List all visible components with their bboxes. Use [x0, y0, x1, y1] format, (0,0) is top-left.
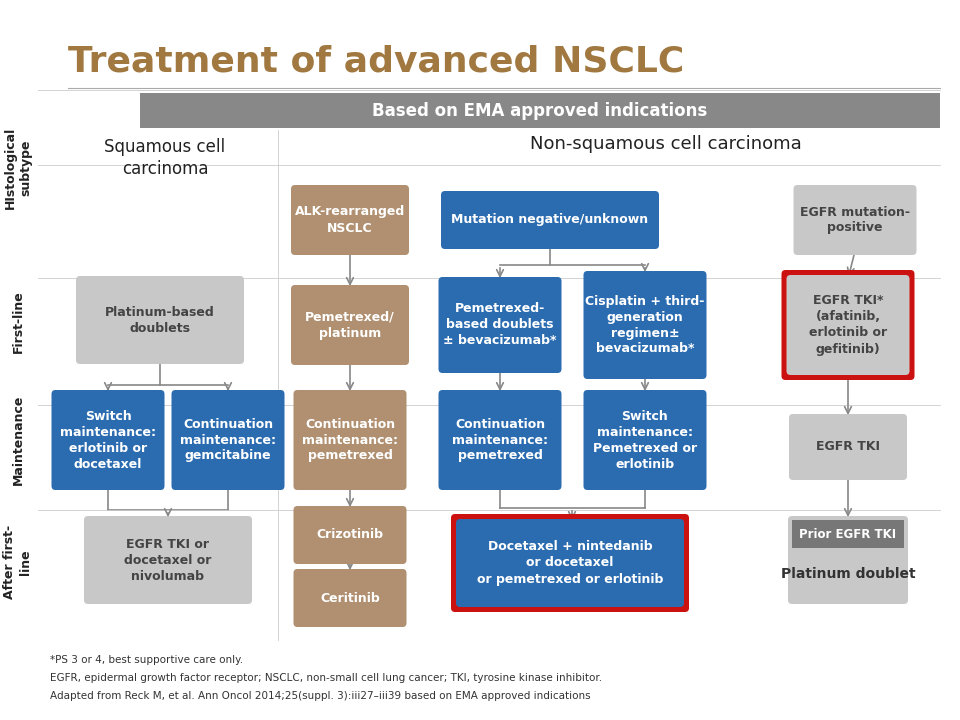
Text: Switch
maintenance:
erlotinib or
docetaxel: Switch maintenance: erlotinib or docetax… — [60, 410, 156, 470]
Text: Platinum-based
doublets: Platinum-based doublets — [106, 305, 215, 335]
Text: Continuation
maintenance:
gemcitabine: Continuation maintenance: gemcitabine — [180, 418, 276, 462]
Text: After first-
line: After first- line — [4, 525, 33, 599]
Text: Pemetrexed/
platinum: Pemetrexed/ platinum — [305, 310, 395, 340]
Text: EGFR TKI: EGFR TKI — [816, 441, 880, 454]
Text: Based on EMA approved indications: Based on EMA approved indications — [372, 102, 708, 120]
Text: First-line: First-line — [12, 291, 25, 354]
Text: Squamous cell
carcinoma: Squamous cell carcinoma — [105, 138, 226, 179]
Text: EGFR TKI or
docetaxel or
nivolumab: EGFR TKI or docetaxel or nivolumab — [124, 538, 212, 582]
FancyBboxPatch shape — [789, 414, 907, 480]
FancyBboxPatch shape — [794, 185, 917, 255]
Text: Continuation
maintenance:
pemetrexed: Continuation maintenance: pemetrexed — [452, 418, 548, 462]
Text: EGFR TKI*
(afatinib,
erlotinib or
gefitinib): EGFR TKI* (afatinib, erlotinib or gefiti… — [809, 294, 887, 356]
Text: Platinum doublet: Platinum doublet — [780, 567, 915, 581]
FancyBboxPatch shape — [294, 390, 406, 490]
FancyBboxPatch shape — [172, 390, 284, 490]
FancyBboxPatch shape — [584, 390, 707, 490]
Text: Maintenance: Maintenance — [12, 395, 25, 485]
FancyBboxPatch shape — [451, 514, 689, 612]
Text: *PS 3 or 4, best supportive care only.: *PS 3 or 4, best supportive care only. — [50, 655, 243, 665]
FancyBboxPatch shape — [781, 270, 915, 380]
Text: Continuation
maintenance:
pemetrexed: Continuation maintenance: pemetrexed — [302, 418, 398, 462]
FancyBboxPatch shape — [788, 516, 908, 604]
FancyBboxPatch shape — [84, 516, 252, 604]
Text: Mutation negative/unknown: Mutation negative/unknown — [451, 214, 649, 227]
FancyBboxPatch shape — [291, 285, 409, 365]
FancyBboxPatch shape — [439, 390, 562, 490]
FancyBboxPatch shape — [294, 569, 406, 627]
Text: Cisplatin + third-
generation
regimen±
bevacizumab*: Cisplatin + third- generation regimen± b… — [586, 294, 705, 356]
Text: Treatment of advanced NSCLC: Treatment of advanced NSCLC — [68, 45, 684, 79]
FancyBboxPatch shape — [294, 506, 406, 564]
Text: EGFR mutation-
positive: EGFR mutation- positive — [800, 205, 910, 235]
FancyBboxPatch shape — [584, 271, 707, 379]
FancyBboxPatch shape — [441, 191, 659, 249]
FancyBboxPatch shape — [439, 277, 562, 373]
Text: EGFR, epidermal growth factor receptor; NSCLC, non-small cell lung cancer; TKI, : EGFR, epidermal growth factor receptor; … — [50, 673, 602, 683]
FancyBboxPatch shape — [291, 185, 409, 255]
FancyBboxPatch shape — [52, 390, 164, 490]
Text: Prior EGFR TKI: Prior EGFR TKI — [800, 528, 897, 541]
Text: Switch
maintenance:
Pemetrexed or
erlotinib: Switch maintenance: Pemetrexed or erloti… — [593, 410, 697, 470]
Text: Pemetrexed-
based doublets
± bevacizumab*: Pemetrexed- based doublets ± bevacizumab… — [444, 302, 557, 348]
FancyBboxPatch shape — [140, 93, 940, 128]
Text: ALK-rearranged
NSCLC: ALK-rearranged NSCLC — [295, 205, 405, 235]
FancyBboxPatch shape — [76, 276, 244, 364]
Text: Crizotinib: Crizotinib — [317, 528, 383, 541]
FancyBboxPatch shape — [786, 275, 909, 375]
FancyBboxPatch shape — [456, 519, 684, 607]
FancyBboxPatch shape — [792, 520, 904, 548]
Text: Non-squamous cell carcinoma: Non-squamous cell carcinoma — [530, 135, 802, 153]
Text: Adapted from Reck M, et al. Ann Oncol 2014;25(suppl. 3):iii27–iii39 based on EMA: Adapted from Reck M, et al. Ann Oncol 20… — [50, 691, 590, 701]
Text: Docetaxel + nintedanib
or docetaxel
or pemetrexed or erlotinib: Docetaxel + nintedanib or docetaxel or p… — [477, 541, 663, 585]
Text: HIstological
subtype: HIstological subtype — [4, 127, 33, 209]
Text: Ceritinib: Ceritinib — [320, 592, 380, 605]
